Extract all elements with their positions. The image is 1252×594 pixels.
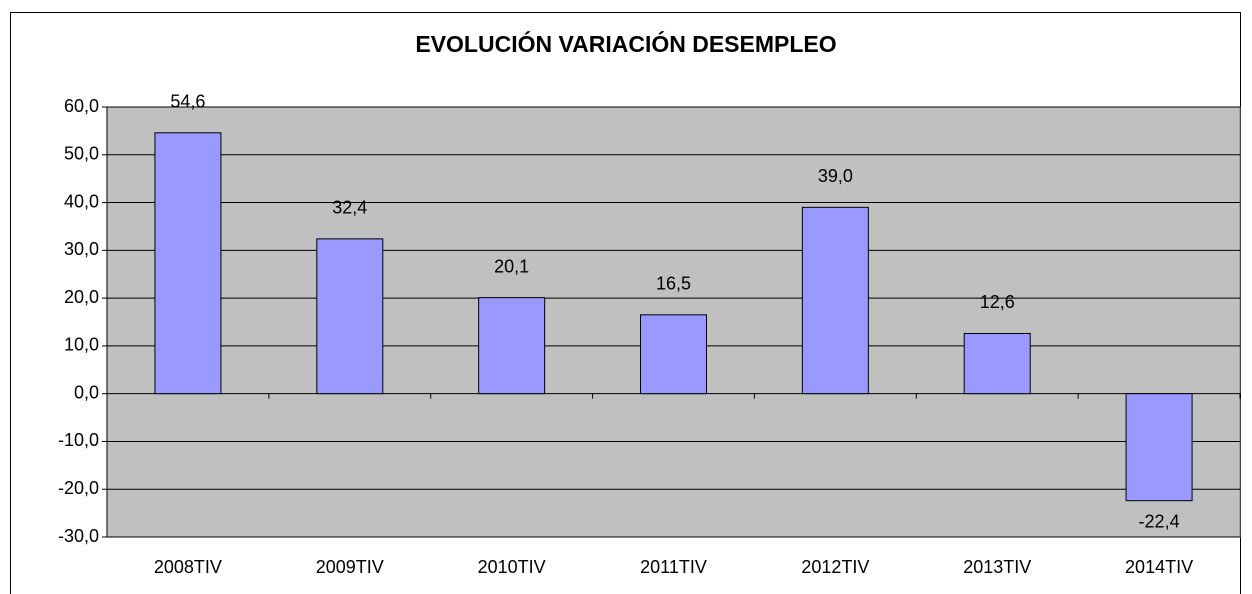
x-tick-label: 2014TIV xyxy=(1125,557,1193,577)
y-tick-label: -20,0 xyxy=(58,478,99,498)
value-label: 32,4 xyxy=(332,198,367,218)
y-tick-label: 0,0 xyxy=(74,382,99,402)
bar xyxy=(154,132,222,395)
y-tick-label: 40,0 xyxy=(64,191,99,211)
y-tick-label: 30,0 xyxy=(64,239,99,259)
x-tick-label: 2013TIV xyxy=(963,557,1031,577)
x-tick-label: 2008TIV xyxy=(154,557,222,577)
y-tick-label: 50,0 xyxy=(64,144,99,164)
bar xyxy=(478,297,546,395)
x-tick-label: 2009TIV xyxy=(316,557,384,577)
y-tick-label: 60,0 xyxy=(64,96,99,116)
x-tick-label: 2012TIV xyxy=(801,557,869,577)
chart-title: EVOLUCIÓN VARIACIÓN DESEMPLEO xyxy=(415,30,836,57)
y-tick-label: -30,0 xyxy=(58,526,99,546)
value-label: 12,6 xyxy=(980,292,1015,312)
x-tick-label: 2010TIV xyxy=(478,557,546,577)
value-label: 39,0 xyxy=(818,166,853,186)
y-tick-label: 10,0 xyxy=(64,335,99,355)
value-label: 16,5 xyxy=(656,274,691,294)
y-tick-label: -10,0 xyxy=(58,430,99,450)
y-tick-label: 20,0 xyxy=(64,287,99,307)
value-label: 54,6 xyxy=(170,92,205,112)
bar xyxy=(801,206,869,395)
bar xyxy=(963,332,1031,395)
bar xyxy=(1125,393,1193,502)
value-label: 20,1 xyxy=(494,256,529,276)
bar xyxy=(316,238,384,395)
x-tick-label: 2011TIV xyxy=(640,557,707,577)
value-label: -22,4 xyxy=(1139,511,1180,531)
bar xyxy=(640,314,707,395)
